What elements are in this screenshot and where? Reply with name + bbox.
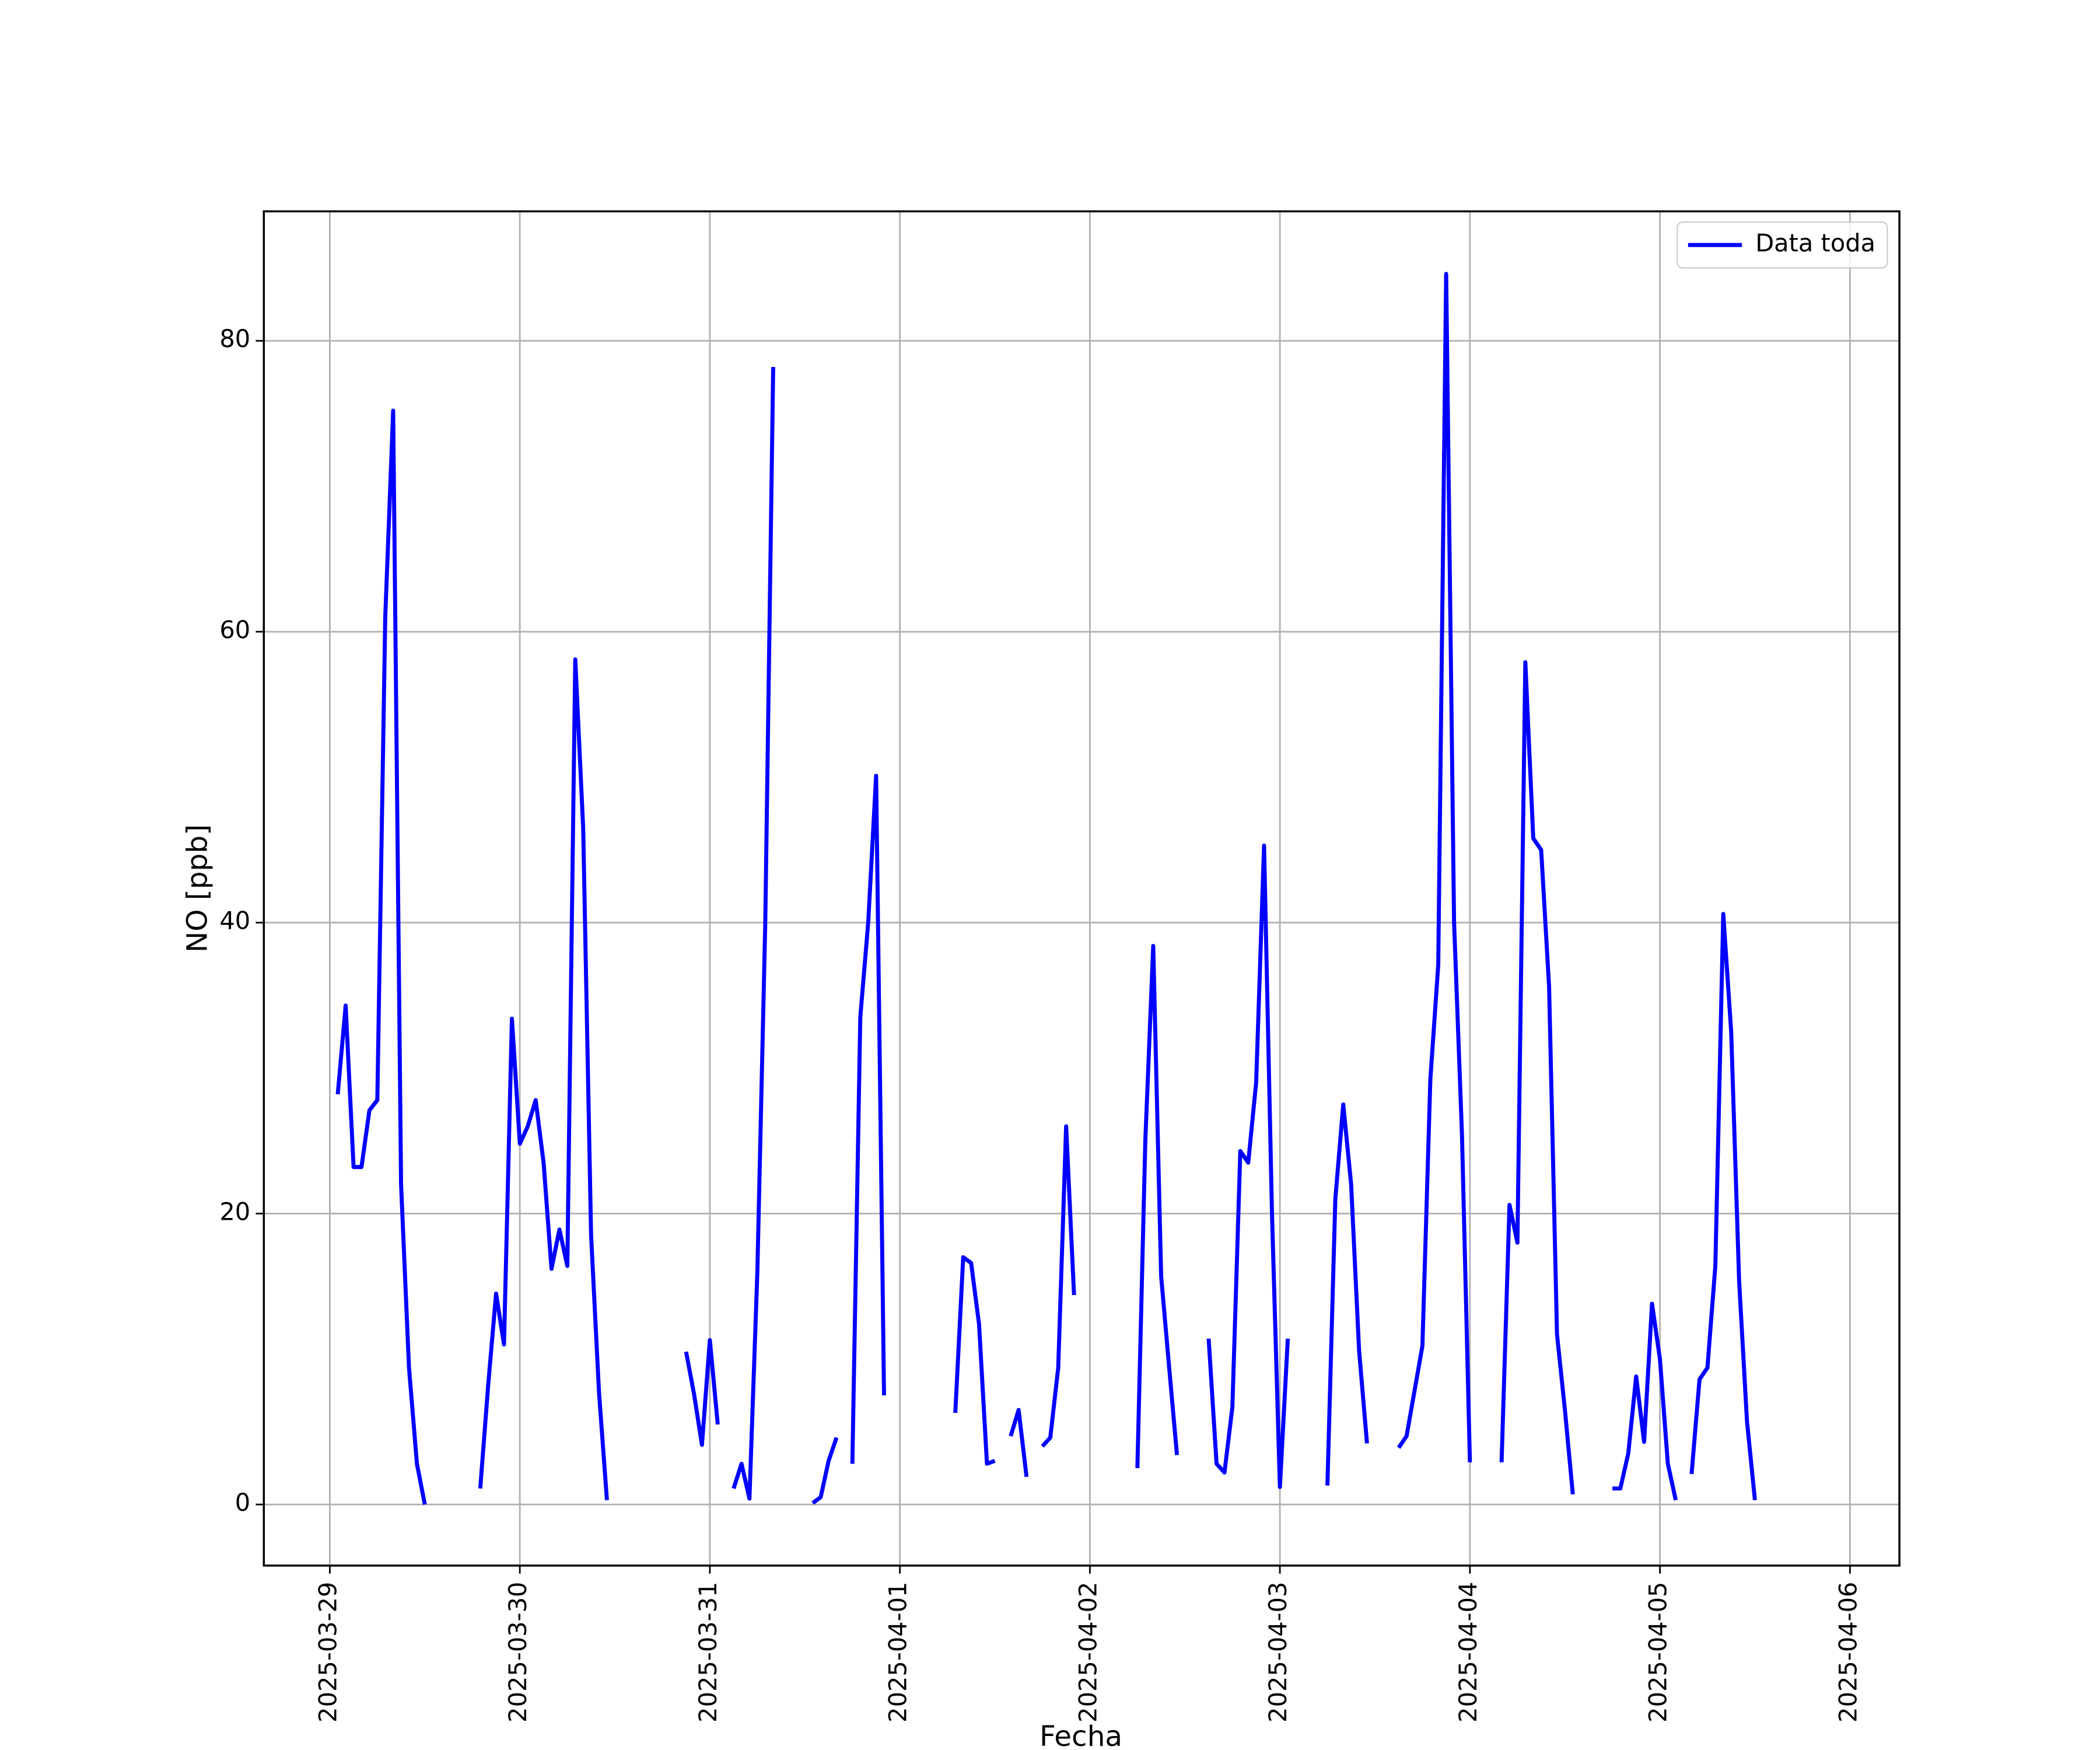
x-tick-label: 2025-04-02 [1073,1582,1102,1723]
y-tick-label: 60 [219,615,250,644]
x-tick-label: 2025-04-03 [1264,1582,1292,1723]
y-tick-label: 40 [219,907,250,935]
x-tick-label: 2025-04-01 [884,1582,912,1723]
legend-label: Data toda [1755,229,1875,257]
x-tick-label: 2025-03-30 [503,1582,532,1723]
legend: Data toda [1676,221,1888,269]
x-tick-label: 2025-04-06 [1833,1582,1862,1723]
x-axis-label: Fecha [1040,1720,1122,1750]
y-tick-label: 80 [219,324,250,353]
x-tick-label: 2025-03-31 [694,1582,722,1723]
x-tick-label: 2025-04-05 [1644,1582,1672,1723]
data-line [335,272,1757,1505]
y-tick-label: 20 [219,1197,250,1226]
y-tick-label: 0 [235,1488,250,1517]
plot-frame [262,210,1901,1567]
legend-box [1676,221,1888,269]
y-axis-label: NO [ppb] [181,824,214,953]
x-tick-label: 2025-04-04 [1454,1582,1482,1723]
x-tick-label: 2025-03-29 [313,1582,342,1723]
